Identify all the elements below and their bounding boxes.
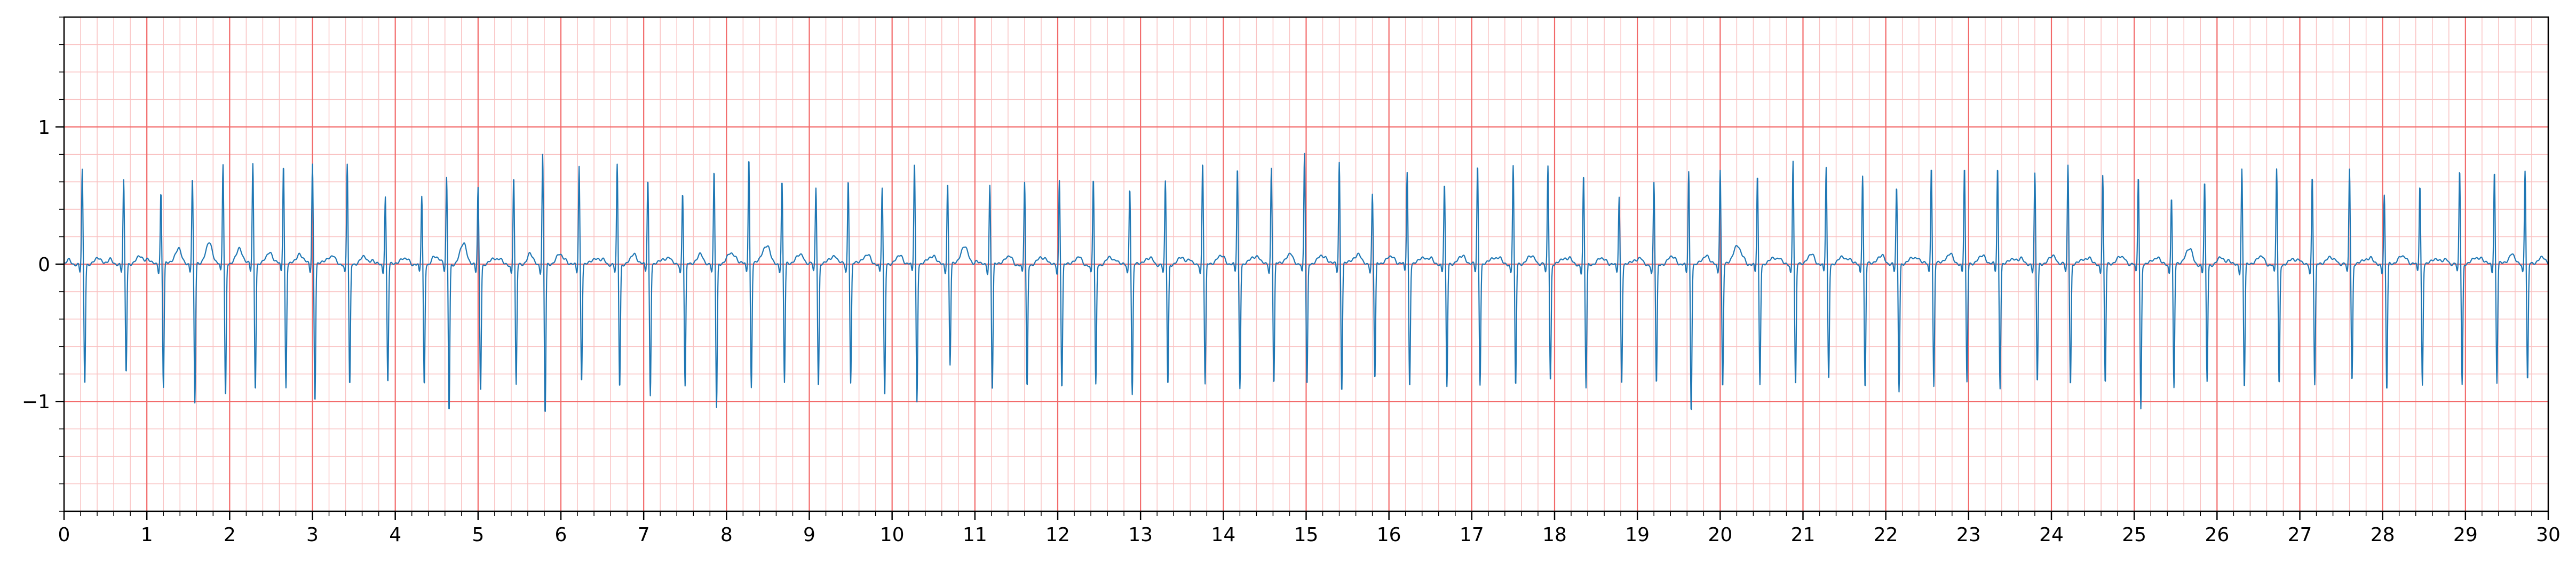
x-tick-label: 30 — [2536, 524, 2561, 546]
x-tick-label: 25 — [2122, 524, 2146, 546]
x-tick-label: 12 — [1045, 524, 1070, 546]
x-tick-label: 8 — [720, 524, 733, 546]
y-tick-label: 1 — [38, 117, 50, 139]
x-tick-label: 4 — [389, 524, 401, 546]
x-tick-label: 15 — [1294, 524, 1319, 546]
x-tick-label: 0 — [58, 524, 70, 546]
x-tick-label: 24 — [2039, 524, 2064, 546]
series-layer — [64, 153, 2549, 412]
x-tick-label: 22 — [1874, 524, 1898, 546]
x-tick-label: 11 — [963, 524, 987, 546]
x-tick-label: 9 — [803, 524, 815, 546]
y-axis: −1 0 1 — [22, 17, 64, 512]
x-tick-label: 6 — [555, 524, 567, 546]
x-tick-label: 10 — [880, 524, 905, 546]
major-grid — [63, 17, 2549, 511]
x-tick-label: 28 — [2371, 524, 2395, 546]
x-tick-label: 13 — [1128, 524, 1153, 546]
x-tick-label: 7 — [638, 524, 650, 546]
x-tick-label: 16 — [1377, 524, 1401, 546]
x-tick-label: 26 — [2205, 524, 2229, 546]
x-tick-label: 23 — [1956, 524, 1981, 546]
x-tick-label: 18 — [1542, 524, 1567, 546]
x-tick-label: 27 — [2288, 524, 2312, 546]
y-tick-label: 0 — [38, 254, 50, 276]
x-tick-label: 20 — [1708, 524, 1732, 546]
y-tick-label: −1 — [22, 391, 50, 413]
x-tick-label: 17 — [1460, 524, 1484, 546]
x-tick-label: 1 — [141, 524, 153, 546]
x-tick-label: 14 — [1211, 524, 1235, 546]
ecg-trace — [64, 153, 2549, 412]
x-tick-label: 3 — [306, 524, 319, 546]
x-axis: 0 1 2 3 4 5 6 7 8 9 10 11 12 13 14 15 16 17 18 19 20 21 22 23 24… — [58, 511, 2561, 546]
x-tick-label: 29 — [2453, 524, 2478, 546]
x-tick-label: 21 — [1791, 524, 1816, 546]
x-tick-label: 2 — [224, 524, 236, 546]
x-tick-label: 5 — [472, 524, 484, 546]
x-tick-label: 19 — [1625, 524, 1650, 546]
